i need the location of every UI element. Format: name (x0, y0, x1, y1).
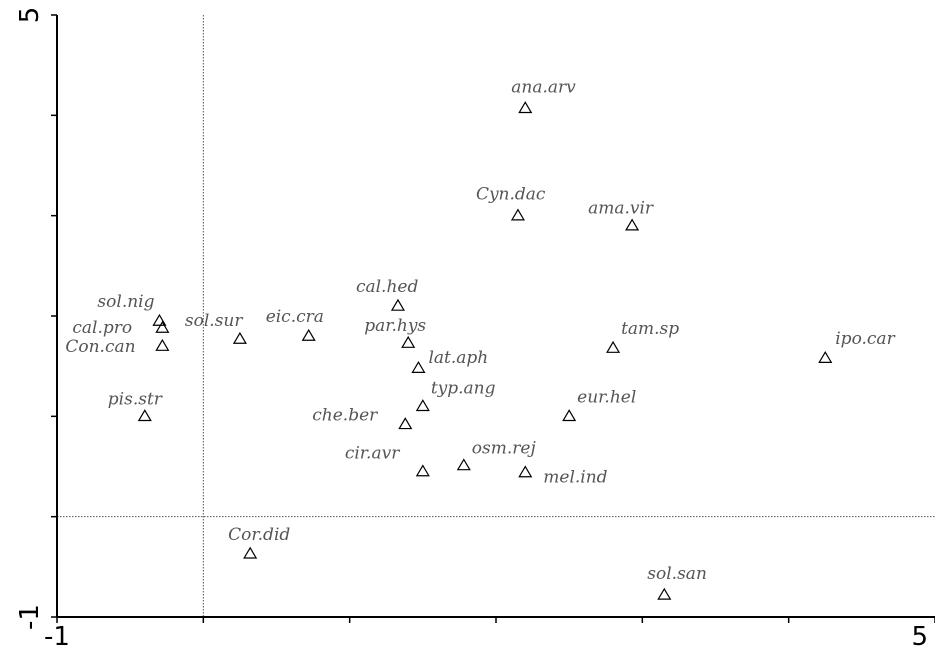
point-label: eur.hel (577, 387, 636, 407)
point-label: che.ber (312, 405, 378, 425)
point-label: cir.avr (345, 444, 400, 464)
data-point: Cor.did (228, 525, 290, 559)
point-marker (232, 331, 247, 344)
point-label: sol.san (647, 564, 707, 584)
data-point: ana.arv (511, 77, 576, 114)
point-marker (152, 313, 167, 326)
reference-lines (57, 15, 935, 617)
point-marker (562, 409, 577, 422)
data-point: tam.sp (606, 319, 679, 353)
data-point: pis.str (108, 389, 163, 422)
data-point: par.hys (364, 316, 426, 348)
point-marker (518, 465, 533, 478)
point-label: ama.vir (588, 199, 654, 219)
x-tick-label-min: -1 (44, 622, 70, 648)
point-marker (818, 350, 833, 363)
point-label: ana.arv (511, 77, 576, 97)
y-tick-label-max: 5 (15, 7, 45, 24)
data-point: ama.vir (588, 199, 654, 231)
point-marker (518, 101, 533, 114)
point-label: pis.str (108, 389, 163, 409)
point-marker (243, 546, 258, 559)
data-point: Con.can (65, 337, 170, 357)
data-point: che.ber (312, 405, 413, 430)
point-marker (390, 298, 406, 311)
data-point: sol.sur (185, 311, 247, 344)
data-point: ipo.car (818, 329, 896, 363)
data-point: Cyn.dac (476, 185, 546, 221)
point-marker (415, 464, 430, 477)
point-label: Cor.did (228, 525, 290, 545)
y-tick-label-min: -1 (15, 604, 45, 630)
point-label: cal.hed (356, 277, 419, 297)
point-marker (398, 417, 413, 430)
data-point: eur.hel (562, 387, 636, 422)
ticks (51, 14, 935, 623)
point-label: osm.rej (472, 438, 537, 458)
data-point: cir.avr (345, 444, 430, 477)
point-marker (415, 399, 430, 412)
x-tick-label-max: 5 (911, 622, 928, 648)
point-marker (606, 340, 621, 353)
data-point: typ.ang (415, 378, 496, 412)
point-marker (155, 320, 170, 333)
point-label: cal.pro (72, 318, 132, 338)
data-points: ana.arv Cyn.dac ama.vir cal.hed sol.nig cal.p… (65, 77, 896, 600)
data-point: mel.ind (518, 465, 608, 488)
point-label: typ.ang (431, 378, 496, 398)
point-label: eic.cra (266, 307, 324, 327)
data-point: cal.hed (356, 277, 419, 311)
data-point: cal.pro (72, 318, 170, 338)
point-label: Con.can (65, 337, 135, 357)
point-marker (155, 338, 170, 351)
point-label: tam.sp (621, 319, 679, 339)
point-label: ipo.car (835, 329, 895, 349)
point-label: lat.aph (428, 348, 488, 368)
point-marker (456, 458, 471, 471)
point-marker (657, 587, 672, 600)
point-label: par.hys (364, 316, 426, 336)
point-label: Cyn.dac (476, 185, 546, 205)
point-marker (137, 409, 152, 422)
data-point: eic.cra (266, 307, 324, 341)
point-marker (625, 218, 640, 231)
data-point: sol.nig (97, 292, 167, 326)
point-label: sol.nig (97, 292, 154, 312)
data-point: lat.aph (411, 348, 488, 373)
point-marker (301, 328, 316, 341)
point-marker (411, 360, 426, 373)
point-label: sol.sur (185, 311, 243, 331)
data-point: osm.rej (456, 438, 537, 471)
data-point: sol.san (647, 564, 707, 600)
point-label: mel.ind (543, 468, 607, 488)
point-marker (510, 208, 525, 221)
point-marker (401, 335, 416, 348)
